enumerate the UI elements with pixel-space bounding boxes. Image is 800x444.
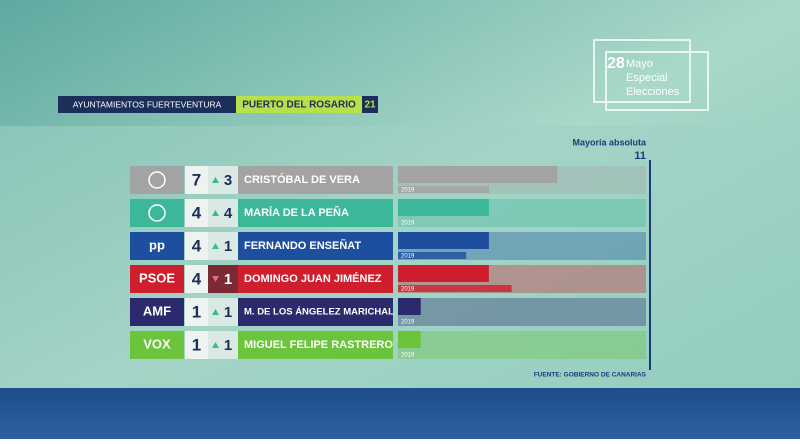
bar (398, 199, 489, 216)
total-box (362, 96, 378, 113)
badge-line: Elecciones (626, 86, 680, 98)
trend-arrow (212, 276, 219, 282)
party-logo: AMF (143, 303, 171, 318)
seat-change: 1 (224, 337, 232, 354)
logo-box (130, 232, 184, 260)
candidate-box (238, 232, 393, 260)
seats: 7 (192, 170, 201, 189)
bar-2019 (398, 186, 489, 193)
candidate-box (238, 166, 393, 194)
badge-line: Especial (626, 72, 668, 84)
bar (398, 298, 421, 315)
seats: 4 (192, 236, 202, 255)
change-box (208, 166, 238, 194)
seat-change: 1 (224, 238, 232, 255)
bar-track (398, 298, 646, 326)
source: FUENTE: GOBIERNO DE CANARIAS (534, 372, 647, 379)
bar (398, 331, 421, 348)
majority-value: 11 (634, 150, 646, 162)
seats-box (185, 166, 208, 194)
change-box (208, 232, 238, 260)
bar (398, 166, 558, 183)
badge (593, 39, 709, 111)
party-logo: PSOE (139, 270, 175, 285)
change-box (208, 199, 238, 227)
seat-change: 3 (224, 172, 232, 189)
region: AYUNTAMIENTOS FUERTEVENTURA (73, 99, 222, 109)
candidate: DOMINGO JUAN JIMÉNEZ (244, 272, 382, 285)
seats-box (185, 199, 208, 227)
logo-box (130, 199, 184, 227)
trend-arrow (212, 342, 219, 348)
previous-label: 2019 (401, 353, 415, 359)
candidate-box (238, 298, 393, 326)
bottom-band (0, 388, 800, 439)
party-icon (148, 204, 166, 222)
party-logo: pp (149, 237, 165, 252)
candidate-box (238, 265, 393, 293)
seats: 4 (192, 203, 202, 222)
change-box (208, 298, 238, 326)
municipality-box (236, 96, 362, 113)
logo-box (130, 265, 184, 293)
seat-change: 1 (224, 304, 232, 321)
previous-label: 2019 (401, 221, 415, 227)
badge-day: 28 (607, 55, 625, 72)
candidate: MIGUEL FELIPE RASTRERO (244, 339, 393, 351)
logo-box (130, 298, 184, 326)
bar (398, 232, 489, 249)
change-box (208, 331, 238, 359)
previous-label: 2019 (401, 254, 415, 260)
bar-track (398, 331, 646, 359)
total-seats: 21 (364, 100, 376, 111)
trend-arrow (212, 243, 219, 249)
candidate: CRISTÓBAL DE VERA (244, 173, 360, 186)
candidate-box (238, 199, 393, 227)
seats-box (185, 331, 208, 359)
seats: 1 (192, 335, 201, 354)
bar (398, 265, 489, 282)
candidate: MARÍA DE LA PEÑA (244, 206, 349, 219)
previous-label: 2019 (401, 287, 415, 293)
seats: 1 (192, 302, 201, 321)
municipality: PUERTO DEL ROSARIO (242, 100, 356, 111)
candidate: FERNANDO ENSEÑAT (244, 239, 361, 252)
bar-2019 (398, 285, 512, 292)
seats-box (185, 265, 208, 293)
badge-line: Mayo (626, 58, 653, 70)
seats: 4 (192, 269, 202, 288)
candidate-box (238, 331, 393, 359)
trend-arrow (212, 309, 219, 315)
bar-2019 (398, 252, 467, 259)
majority-label: Mayoría absoluta (572, 137, 647, 147)
candidate: M. DE LOS ÁNGELEZ MARICHAL (244, 307, 394, 318)
trend-arrow (212, 177, 219, 183)
party-logo: VOX (143, 336, 171, 351)
seats-box (185, 298, 208, 326)
seat-change: 4 (224, 205, 233, 222)
previous-label: 2019 (401, 320, 415, 326)
previous-label: 2019 (401, 188, 415, 194)
party-icon (148, 171, 166, 189)
seat-change: 1 (224, 271, 232, 288)
change-box (208, 265, 238, 293)
logo-box (130, 331, 184, 359)
logo-box (130, 166, 184, 194)
seats-box (185, 232, 208, 260)
region-box (58, 96, 236, 113)
trend-arrow (212, 210, 219, 216)
